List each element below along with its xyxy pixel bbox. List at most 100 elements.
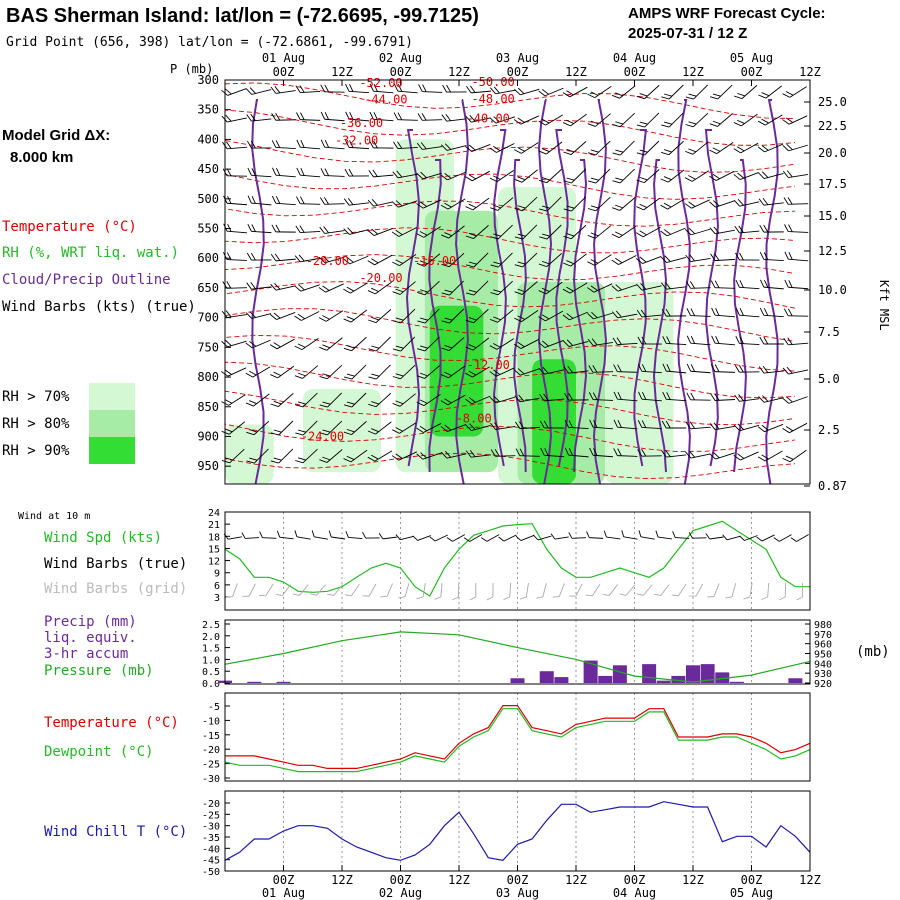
- wind-barb-flag: [343, 258, 351, 265]
- wind-barbs-true-label: Wind Barbs (true): [44, 556, 187, 572]
- pressure-tick-label: 950: [197, 459, 219, 473]
- wind-barb: [489, 143, 515, 153]
- date-tick-bottom: 02 Aug: [379, 886, 422, 900]
- wind-barb-shaft: [301, 311, 320, 321]
- wind-barb-flag: [538, 120, 546, 126]
- wind-barb-flag: [566, 286, 574, 292]
- y-tick-label: -25: [202, 760, 220, 771]
- wind-barb-shaft: [788, 396, 808, 404]
- wind-barb-shaft: [569, 311, 588, 321]
- wind-barb: [637, 363, 662, 374]
- wind-barb-flag: [440, 204, 449, 210]
- wind-barb-flag: [613, 448, 618, 456]
- wind-barb-flag: [421, 113, 427, 121]
- wind-barb-flag: [465, 424, 472, 431]
- wind-barb: [246, 252, 272, 261]
- wind-barb-flag: [348, 168, 354, 177]
- wind-barb-shaft: [277, 365, 295, 379]
- wind-barb-flag: [395, 400, 404, 405]
- wind-barb-shaft: [351, 364, 367, 380]
- wind-barb-shaft: [447, 171, 466, 181]
- wind-barb-true: [722, 534, 741, 541]
- wind-barb-flag: [271, 195, 277, 204]
- wind-barb-shaft: [789, 86, 807, 98]
- wind-barb-flag: [297, 313, 306, 320]
- wind-barb-flag: [587, 312, 594, 320]
- wind-barb-flag: [245, 312, 253, 319]
- wind-barb: [416, 171, 442, 180]
- wind-barb-flag: [397, 84, 403, 92]
- wind-barb-flag: [707, 596, 715, 598]
- wind-barb-flag: [444, 232, 453, 237]
- wind-barb-shaft: [617, 398, 638, 402]
- wind-barb-shaft: [470, 90, 492, 94]
- wind-barb-shaft: [316, 584, 326, 596]
- wind-barb-shaft: [546, 168, 562, 184]
- wind-barb-grid: [225, 583, 238, 598]
- wind-barb: [270, 365, 295, 379]
- wind-barb-shaft: [571, 537, 587, 539]
- wind-barb-flag: [562, 288, 571, 294]
- wind-barb-flag: [420, 317, 429, 321]
- wind-barb-flag: [616, 337, 622, 345]
- wind-barb-shaft: [546, 253, 562, 267]
- wind-barb-shaft: [374, 254, 393, 266]
- wind-barb-flag: [722, 534, 728, 541]
- wind-barb-flag: [640, 283, 647, 290]
- wind-barb-shaft: [667, 198, 686, 210]
- wind-barb-shaft: [519, 397, 540, 403]
- wind-barb-true: [550, 533, 569, 540]
- kft-label: Kft MSL: [877, 280, 891, 331]
- wind-barb-shaft: [739, 230, 760, 234]
- wind-barb-flag: [294, 315, 302, 321]
- wind-spd-label: Wind Spd (kts): [44, 530, 162, 546]
- wind-barb-grid: [309, 584, 326, 596]
- wind-barb: [782, 86, 807, 98]
- wind-barb-shaft: [521, 169, 538, 183]
- wind-barb-shaft: [471, 395, 491, 405]
- wind-barb: [733, 423, 760, 432]
- wind-barb: [514, 309, 539, 323]
- wind-barb: [489, 169, 514, 183]
- wind-barb-flag: [636, 95, 645, 100]
- wind-barb-flag: [705, 533, 711, 540]
- precip-bar: [554, 677, 569, 683]
- wind-barb: [733, 451, 759, 461]
- wind-barb-shaft: [545, 141, 563, 155]
- wind-barb-shaft: [275, 147, 296, 149]
- wind-barb-flag: [270, 432, 279, 436]
- wind-barb-shaft: [498, 252, 513, 268]
- wind-barb-flag: [416, 172, 423, 180]
- wind-barb-flag: [589, 419, 594, 428]
- wind-barb-flag: [638, 530, 642, 537]
- wind-barb-flag: [319, 432, 328, 436]
- wind-barb: [465, 170, 490, 182]
- wind-barb-shaft: [763, 370, 784, 374]
- kft-tick-label: 12.5: [818, 244, 847, 258]
- wind-barb: [392, 281, 416, 295]
- wind-barb: [782, 366, 809, 375]
- wind-barb-flag: [441, 263, 450, 268]
- wind-barb-true: [568, 532, 587, 539]
- wind-barb-shaft: [497, 280, 513, 296]
- wind-barb-flag: [465, 146, 472, 152]
- wind-barb-flag: [391, 455, 399, 461]
- wind-barb: [271, 195, 296, 206]
- wind-barb-flag: [566, 90, 574, 96]
- wind-barb-shaft: [398, 451, 418, 461]
- wind-barb-shaft: [375, 421, 392, 435]
- wind-barb-flag: [344, 376, 353, 380]
- wind-barb-true: [481, 534, 500, 542]
- wind-barb-flag: [246, 282, 252, 290]
- wind-barb: [294, 254, 321, 263]
- wind-barb-flag: [294, 530, 298, 537]
- wind-barb: [711, 307, 736, 318]
- cloud-outline-segment: [652, 159, 667, 473]
- wind-barb: [587, 338, 613, 346]
- wind-barb: [320, 139, 345, 150]
- wind-barb-shaft: [275, 258, 296, 262]
- wind-barb-flag: [371, 401, 380, 405]
- precip-bar: [276, 681, 291, 683]
- wind-barb-grid: [671, 583, 687, 597]
- wind-barb-flag: [367, 260, 375, 266]
